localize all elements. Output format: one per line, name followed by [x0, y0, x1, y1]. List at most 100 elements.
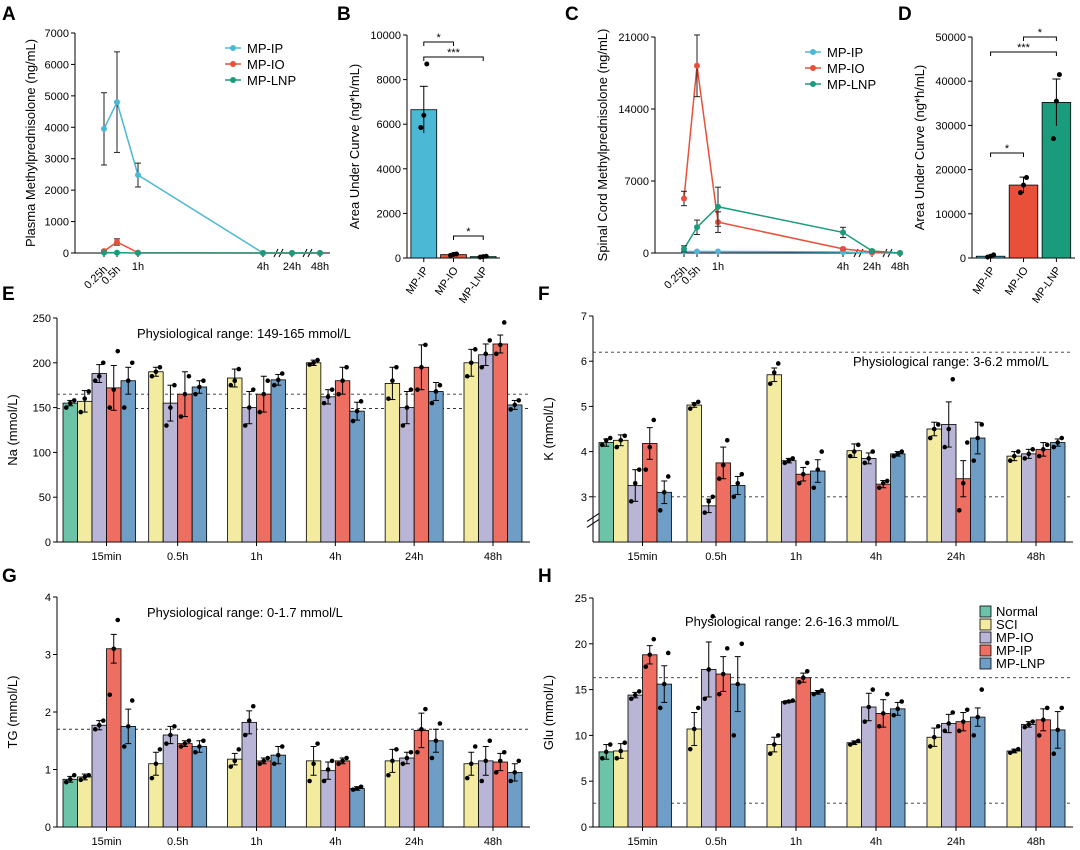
replicate-point	[408, 387, 414, 392]
replicate-point	[325, 767, 331, 772]
bar-MP-IO	[399, 407, 415, 543]
replicate-point	[716, 476, 722, 482]
replicate-point	[111, 387, 117, 392]
physiological-range-note: Physiological range: 149-165 mmol/L	[137, 326, 351, 341]
replicate-point	[182, 741, 188, 746]
legend-marker-MP-IO	[230, 61, 236, 67]
replicate-point	[632, 480, 638, 486]
data-point-MP-LNP	[114, 249, 120, 256]
replicate-point	[487, 338, 493, 343]
replicate-point	[691, 726, 697, 732]
panel-label-G: G	[2, 566, 17, 587]
replicate-point	[862, 719, 868, 724]
bar-MP-IO	[399, 757, 415, 828]
replicate-point	[164, 741, 169, 746]
legend-label: MP-IO	[827, 61, 865, 76]
replicate-point	[855, 738, 861, 744]
replicate-point	[706, 667, 712, 672]
replicate-point	[501, 749, 507, 755]
y-tick-label: 50000	[935, 32, 966, 44]
replicate-point	[193, 749, 198, 755]
replicate-point	[1036, 453, 1042, 459]
replicate-point	[186, 373, 192, 379]
replicate-point	[246, 405, 252, 410]
data-point-MP-LNP	[317, 250, 323, 256]
replicate-point	[197, 744, 202, 749]
bar-MP-LNP	[120, 380, 136, 543]
replicate-point	[804, 460, 810, 466]
replicate-point	[695, 705, 701, 711]
replicate-point	[964, 440, 970, 445]
y-tick-label: 50	[39, 492, 51, 504]
bar-SCI	[1006, 455, 1022, 543]
replicate-point	[847, 742, 853, 747]
replicate-point	[790, 698, 796, 703]
data-point-MP-LNP	[260, 250, 266, 256]
replicate-point	[307, 778, 312, 784]
bar-MP-IO	[1008, 184, 1039, 259]
replicate-point	[257, 409, 263, 415]
replicate-point	[880, 480, 886, 486]
replicate-point	[1044, 442, 1050, 448]
physiological-range-note: Physiological range: 2.6-16.3 mmol/L	[685, 614, 899, 629]
replicate-point	[307, 362, 312, 367]
bar-MP-LNP	[1050, 442, 1066, 543]
replicate-point	[418, 125, 424, 131]
y-tick-label: 10000	[935, 209, 966, 221]
y-tick-label: 250	[33, 313, 51, 325]
bar-MP-LNP	[191, 386, 208, 543]
y-tick-label: 10	[575, 730, 587, 742]
legend-marker-MP-IO	[810, 65, 816, 71]
replicate-point	[782, 700, 788, 705]
replicate-point	[979, 687, 985, 692]
bar-MP-LNP	[191, 746, 208, 828]
replicate-point	[483, 758, 489, 764]
replicate-point	[394, 747, 399, 752]
bar-MP-LNP	[656, 683, 672, 828]
significance-bracket	[990, 152, 1024, 157]
replicate-point	[819, 449, 825, 454]
replicate-point	[464, 373, 470, 379]
x-tick-label: 0.5h	[705, 551, 726, 563]
replicate-point	[927, 435, 933, 441]
replicate-point	[870, 687, 876, 692]
replicate-point	[800, 471, 806, 477]
replicate-point	[876, 485, 882, 491]
legend-marker-MP-IP	[810, 49, 816, 55]
replicate-point	[115, 617, 121, 623]
replicate-point	[129, 698, 135, 703]
replicate-point	[178, 744, 184, 749]
physiological-range-note: Physiological range: 0-1.7 mmol/L	[147, 605, 343, 620]
replicate-point	[790, 456, 796, 461]
replicate-point	[67, 400, 73, 406]
bar-MP-LNP	[890, 453, 906, 543]
replicate-point	[111, 646, 117, 652]
x-tick-label: 0.5h	[705, 836, 726, 848]
bar-SCI	[766, 374, 782, 543]
replicate-point	[516, 758, 522, 764]
replicate-point	[394, 364, 399, 370]
y-axis-label: Glu (mmol/L)	[541, 675, 556, 750]
bar-MP-IO	[162, 734, 179, 828]
replicate-point	[691, 401, 697, 407]
replicate-point	[149, 775, 155, 781]
data-point-MP-IO	[681, 195, 687, 202]
panel-label-H: H	[538, 566, 552, 587]
data-point-MP-IO	[114, 239, 120, 245]
replicate-point	[899, 449, 905, 454]
replicate-point	[884, 691, 890, 697]
replicate-point	[487, 738, 493, 744]
bar-MP-IO	[1021, 724, 1037, 828]
replicate-point	[386, 772, 391, 778]
y-tick-label: 4	[581, 447, 587, 459]
legend-swatch-MP-LNP	[979, 657, 992, 670]
replicate-point	[971, 733, 977, 738]
replicate-point	[82, 774, 88, 780]
legend-label: MP-IP	[827, 45, 863, 60]
y-tick-label: 0	[643, 248, 649, 260]
bar-MP-LNP	[428, 391, 444, 543]
y-tick-label: 30000	[935, 120, 966, 132]
replicate-point	[815, 690, 821, 695]
replicate-point	[796, 480, 802, 486]
